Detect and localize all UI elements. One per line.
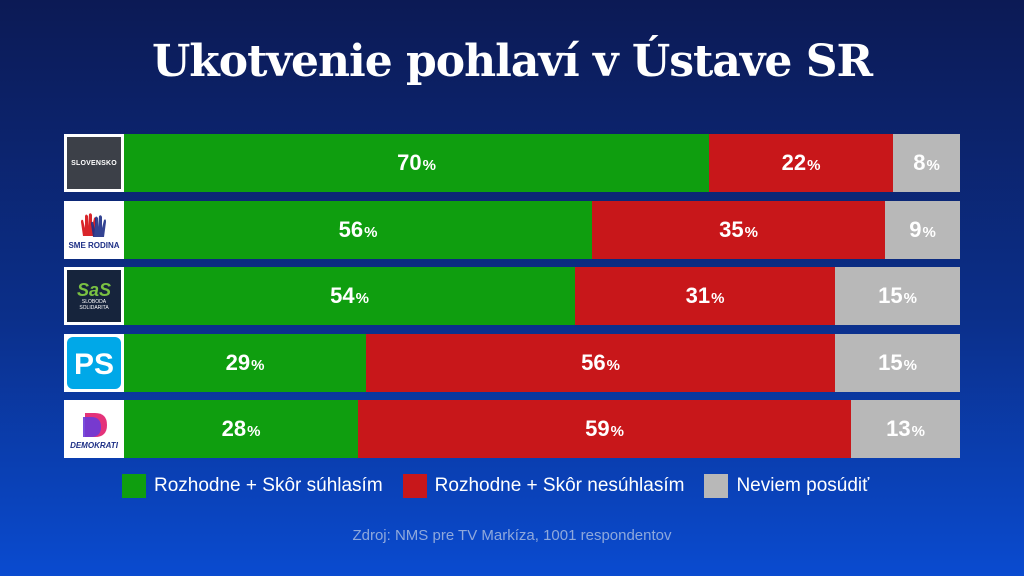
bar-row-ps: PS 29% 56% 15% — [64, 333, 960, 392]
bars-sme-rodina: 56% 35% 9% — [124, 200, 960, 259]
ps-logo-mark: PS — [67, 336, 121, 389]
percent-sign: % — [422, 157, 436, 174]
bar-row-slovensko: SLOVENSKO 70% 22% 8% — [64, 134, 960, 192]
bar-value-label: 31 — [685, 283, 711, 308]
bar-value-label: 15 — [878, 349, 903, 375]
hands-icon — [81, 212, 106, 237]
source-note: Zdroj: NMS pre TV Markíza, 1001 responde… — [352, 527, 672, 544]
bar-segment-agree: 54% — [124, 267, 575, 325]
percent-sign: % — [744, 223, 758, 241]
bar-segment-unsure: 9% — [885, 200, 960, 259]
legend: Rozhodne + Skôr súhlasím Rozhodne + Skôr… — [122, 474, 889, 498]
bar-value-label: 54 — [330, 283, 355, 308]
stacked-bar-chart: SLOVENSKO 70% 22% 8% SME RODINA 56% 35% 9% S… — [64, 134, 960, 467]
bar-value-label: 29 — [225, 349, 251, 375]
bar-row-demokrati: DEMOKRATI 28% 59% 13% — [64, 400, 960, 458]
sme-rodina-logo-text: SME RODINA — [68, 240, 120, 250]
bar-segment-agree: 28% — [124, 400, 358, 458]
sas-logo-subtext: SLOBODA SOLIDARITA — [79, 299, 109, 311]
percent-sign: % — [610, 423, 624, 440]
percent-sign: % — [606, 356, 620, 374]
bar-segment-unsure: 15% — [835, 333, 960, 392]
percent-sign: % — [355, 290, 369, 307]
bars-slovensko: 70% 22% 8% — [124, 134, 960, 192]
percent-sign: % — [903, 290, 917, 307]
bar-segment-disagree: 22% — [709, 134, 893, 192]
bar-segment-agree: 56% — [124, 200, 592, 259]
bar-segment-disagree: 59% — [358, 400, 851, 458]
bars-ps: 29% 56% 15% — [124, 333, 960, 392]
bar-value-label: 35 — [719, 216, 744, 242]
slovensko-logo-text: SLOVENSKO — [71, 159, 117, 167]
sas-logo: SaS SLOBODA SOLIDARITA — [64, 267, 124, 325]
slovensko-logo: SLOVENSKO — [64, 134, 124, 192]
percent-sign: % — [922, 223, 936, 241]
bar-value-label: 8 — [913, 150, 926, 175]
bar-value-label: 70 — [397, 150, 422, 175]
percent-sign: % — [903, 356, 917, 374]
legend-label-unsure: Neviem posúdiť — [736, 475, 870, 496]
legend-swatch-agree — [122, 474, 146, 498]
legend-item-disagree: Rozhodne + Skôr nesúhlasím — [402, 474, 685, 498]
ps-logo: PS — [64, 333, 124, 392]
percent-sign: % — [911, 423, 925, 440]
legend-item-unsure: Neviem posúdiť — [704, 474, 869, 498]
bar-segment-agree: 29% — [124, 333, 366, 392]
bar-segment-unsure: 15% — [835, 267, 960, 325]
bar-value-label: 59 — [585, 416, 610, 441]
sas-logo-text: SaS — [76, 280, 112, 300]
legend-swatch-disagree — [402, 474, 427, 498]
demokrati-d-icon — [83, 412, 107, 437]
demokrati-logo-text: DEMOKRATI — [70, 440, 118, 450]
bar-row-sme-rodina: SME RODINA 56% 35% 9% — [64, 200, 960, 259]
demokrati-logo: DEMOKRATI — [64, 400, 124, 458]
percent-sign: % — [247, 423, 261, 440]
bars-demokrati: 28% 59% 13% — [124, 400, 960, 458]
bar-segment-disagree: 35% — [592, 200, 885, 259]
legend-swatch-unsure — [704, 474, 729, 498]
bar-segment-disagree: 56% — [366, 333, 835, 392]
legend-label-agree: Rozhodne + Skôr súhlasím — [154, 475, 383, 496]
percent-sign: % — [364, 223, 378, 241]
legend-label-disagree: Rozhodne + Skôr nesúhlasím — [434, 475, 685, 496]
chart-title: Ukotvenie pohlaví v Ústave SR — [151, 36, 873, 87]
sme-rodina-logo: SME RODINA — [64, 200, 124, 259]
percent-sign: % — [807, 157, 821, 174]
percent-sign: % — [926, 157, 940, 174]
percent-sign: % — [711, 290, 725, 307]
bar-value-label: 22 — [781, 150, 807, 175]
bar-segment-agree: 70% — [124, 134, 709, 192]
bar-row-sas: SaS SLOBODA SOLIDARITA 54% 31% 15% — [64, 267, 960, 325]
legend-item-agree: Rozhodne + Skôr súhlasím — [122, 474, 383, 498]
ps-logo-text: PS — [74, 348, 114, 381]
bar-value-label: 56 — [338, 216, 364, 242]
bars-sas: 54% 31% 15% — [124, 267, 960, 325]
percent-sign: % — [251, 356, 265, 374]
bar-value-label: 13 — [886, 416, 911, 441]
bar-segment-unsure: 8% — [893, 134, 960, 192]
bar-value-label: 9 — [909, 216, 922, 242]
bar-value-label: 56 — [581, 349, 606, 375]
bar-segment-unsure: 13% — [851, 400, 960, 458]
bar-value-label: 28 — [221, 416, 247, 441]
bar-value-label: 15 — [878, 283, 903, 308]
bar-segment-disagree: 31% — [575, 267, 835, 325]
